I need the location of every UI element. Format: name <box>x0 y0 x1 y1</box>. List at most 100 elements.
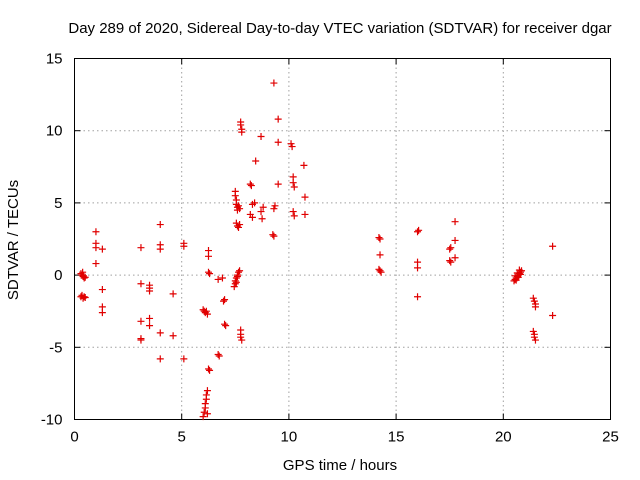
data-point <box>79 268 87 276</box>
data-point <box>414 264 422 272</box>
data-point <box>146 314 154 322</box>
data-point <box>235 268 243 276</box>
data-point <box>205 365 212 373</box>
data-point <box>218 274 226 282</box>
data-point <box>146 287 154 295</box>
data-point <box>414 228 422 236</box>
data-point <box>203 310 211 318</box>
y-tick-label: 5 <box>54 195 62 212</box>
chart-title: Day 289 of 2020, Sidereal Day-to-day VTE… <box>68 20 611 37</box>
data-point <box>98 286 106 294</box>
data-point <box>203 410 211 418</box>
data-point <box>156 245 164 253</box>
x-tick-label: 0 <box>70 429 78 446</box>
data-point <box>199 413 207 421</box>
data-point <box>137 317 145 325</box>
data-point <box>415 226 423 234</box>
data-point <box>238 336 246 344</box>
data-point <box>237 121 245 129</box>
data-point <box>137 336 145 344</box>
data-point <box>376 267 384 275</box>
data-point <box>236 221 244 229</box>
data-point <box>446 245 454 253</box>
data-point <box>301 193 309 201</box>
data-point <box>156 221 164 229</box>
data-point <box>202 391 210 399</box>
data-point <box>80 272 88 280</box>
data-point <box>203 387 211 395</box>
data-point <box>236 267 244 275</box>
data-point <box>206 366 214 374</box>
data-point <box>270 79 278 87</box>
data-point <box>269 231 277 239</box>
data-point <box>414 293 422 301</box>
data-point <box>375 234 383 242</box>
data-point <box>81 293 89 301</box>
data-point <box>252 157 260 165</box>
data-point <box>531 336 539 344</box>
data-point <box>236 205 244 213</box>
data-point <box>214 275 222 283</box>
data-point <box>377 268 385 276</box>
data-point <box>446 257 454 265</box>
data-point <box>549 312 557 320</box>
data-point <box>205 252 212 260</box>
data-point <box>451 218 459 226</box>
grid-lines <box>74 58 611 420</box>
data-point <box>137 280 145 288</box>
data-point <box>376 235 384 243</box>
data-point <box>247 182 255 190</box>
data-point <box>451 254 459 262</box>
data-point <box>92 228 100 236</box>
data-point <box>447 258 455 266</box>
data-point <box>246 180 254 188</box>
data-point <box>214 351 222 359</box>
data-point <box>270 232 278 240</box>
data-point <box>98 309 106 317</box>
data-point <box>515 266 523 274</box>
data-point <box>80 293 88 301</box>
data-point <box>290 212 298 220</box>
data-point <box>257 132 265 140</box>
data-point <box>233 273 241 281</box>
data-point <box>516 270 524 278</box>
axis-ticks <box>74 58 611 420</box>
data-point <box>376 251 384 259</box>
y-axis-title: SDTVAR / TECUs <box>5 180 22 300</box>
data-point <box>180 242 188 250</box>
data-point <box>257 208 265 216</box>
data-point <box>300 161 308 169</box>
x-tick-label: 25 <box>602 429 619 446</box>
data-point <box>531 303 539 311</box>
y-tick-label: -5 <box>49 339 62 356</box>
data-point <box>156 355 164 363</box>
data-point <box>451 236 459 244</box>
x-axis-title: GPS time / hours <box>283 457 397 474</box>
data-point <box>251 199 259 207</box>
data-point <box>92 244 100 252</box>
data-point <box>290 183 298 191</box>
data-point <box>231 192 239 200</box>
data-point <box>549 242 557 250</box>
data-point <box>274 115 282 123</box>
data-point <box>447 244 455 252</box>
data-point <box>288 143 296 151</box>
data-point <box>259 203 267 211</box>
y-tick-label: 15 <box>46 51 63 68</box>
data-point <box>215 352 223 360</box>
data-point <box>169 332 177 340</box>
data-point <box>92 260 100 268</box>
y-tick-label: 0 <box>54 267 62 284</box>
data-point <box>137 244 145 252</box>
data-points <box>77 79 557 421</box>
data-point <box>156 329 164 337</box>
y-tick-label: 10 <box>46 123 63 140</box>
data-point <box>180 355 188 363</box>
data-point <box>301 210 309 218</box>
x-tick-label: 5 <box>178 429 186 446</box>
data-point <box>511 272 519 280</box>
data-point <box>81 273 89 281</box>
data-point <box>222 322 230 330</box>
x-tick-label: 10 <box>281 429 298 446</box>
